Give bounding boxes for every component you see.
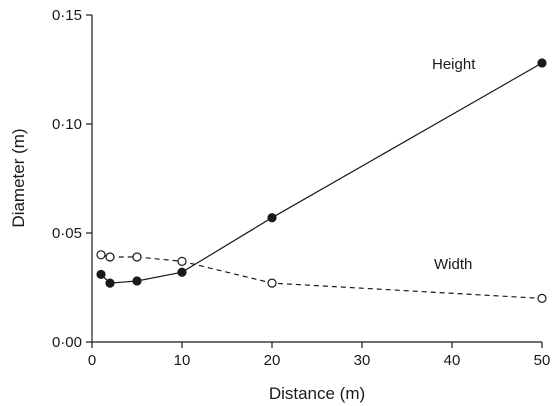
- plot-area: 0 10 20 30 40 50 0·00 0·05 0·10 0·15: [52, 7, 550, 369]
- series-label-height: Height: [432, 56, 476, 73]
- data-point-width: [96, 250, 106, 260]
- x-tick-label: 10: [174, 352, 191, 369]
- series-label-width: Width: [434, 256, 472, 273]
- x-tick-label: 20: [264, 352, 281, 369]
- y-tick-label: 0·05: [52, 225, 82, 242]
- x-tick-label: 50: [534, 352, 551, 369]
- data-point-height: [537, 58, 547, 68]
- x-tick-label: 30: [354, 352, 371, 369]
- x-axis-title: Distance (m): [269, 384, 365, 403]
- series-line-height: [100, 62, 543, 284]
- data-point-width: [537, 293, 547, 303]
- y-tick-label: 0·00: [52, 334, 82, 351]
- series-width: [96, 250, 547, 303]
- series-line-width: [100, 254, 543, 299]
- data-point-width: [105, 252, 115, 262]
- x-tick-label: 40: [444, 352, 461, 369]
- data-point-height: [105, 278, 115, 288]
- data-point-width: [267, 278, 277, 288]
- y-tick-label: 0·15: [52, 7, 82, 24]
- data-point-height: [132, 276, 142, 286]
- data-point-height: [177, 267, 187, 277]
- series-layer: [96, 58, 547, 303]
- y-axis-ticks: 0·00 0·05 0·10 0·15: [52, 7, 92, 351]
- y-axis-title: Diameter (m): [9, 128, 28, 227]
- data-point-width: [132, 252, 142, 262]
- data-point-width: [177, 256, 187, 266]
- data-point-height: [96, 269, 106, 280]
- x-tick-label: 0: [88, 352, 96, 369]
- x-axis-ticks: 0 10 20 30 40 50: [88, 342, 551, 369]
- series-height: [96, 58, 547, 288]
- data-point-height: [267, 213, 277, 223]
- y-tick-label: 0·10: [52, 116, 82, 133]
